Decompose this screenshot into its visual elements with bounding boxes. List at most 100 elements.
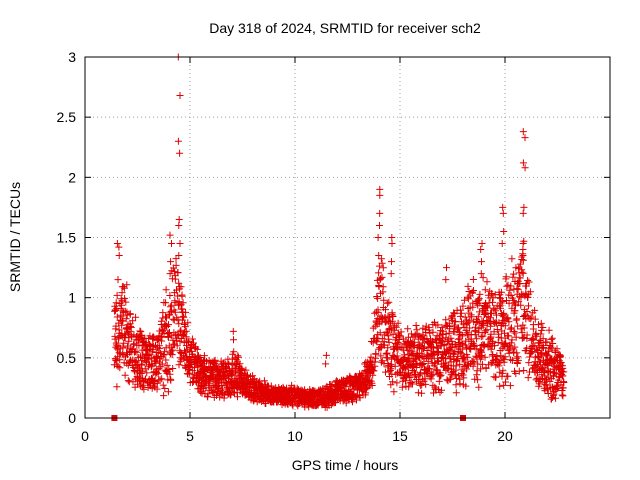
data-point [157,317,165,325]
data-point [493,326,501,333]
data-point [425,326,433,334]
data-point [154,336,162,344]
data-point [466,324,474,332]
data-point [374,294,382,302]
data-point [225,360,233,368]
data-point [479,274,487,282]
y-tick-label: 1 [68,290,76,306]
data-point [440,363,448,371]
data-point [163,361,171,369]
data-point [162,286,170,294]
data-point [497,304,504,312]
data-point [171,297,179,305]
data-point [212,362,220,370]
data-point [407,379,415,386]
data-point [537,319,545,327]
data-point [404,325,412,333]
data-point [475,296,483,304]
data-point [426,329,434,337]
data-point [150,334,158,342]
data-point [371,362,379,370]
data-point [502,378,509,386]
data-point [523,308,531,315]
data-point [167,301,175,309]
data-point [375,252,383,259]
data-point [234,352,242,360]
data-point [455,324,463,332]
data-point [374,234,382,241]
data-point [452,389,460,397]
data-point [500,228,508,235]
data-point [156,376,164,384]
data-point [527,349,535,357]
data-point [411,338,419,346]
data-point [524,374,532,382]
data-point [463,344,470,352]
data-point [519,128,527,136]
data-point [370,367,378,375]
data-point [392,323,400,331]
data-point [479,332,487,340]
data-point [463,365,471,373]
data-point [229,327,237,335]
data-point [380,296,388,304]
data-point [393,379,401,387]
data-point [455,335,463,343]
data-point [242,372,250,380]
data-point [443,264,450,272]
data-point [391,362,399,370]
data-point [540,344,547,352]
data-point [373,293,381,300]
data-point [119,283,127,291]
data-point [430,389,437,397]
data-point [117,313,125,321]
data-point [159,381,167,389]
data-point [512,333,520,341]
data-point [519,321,527,329]
data-point [474,313,482,321]
data-point [416,354,424,361]
data-point [378,357,386,365]
data-point [447,334,455,342]
data-point [177,283,185,291]
data-point [129,317,137,325]
data-point [504,372,512,380]
data-point [376,222,383,229]
chart-title: Day 318 of 2024, SRMTID for receiver sch… [209,20,481,36]
data-point [379,264,387,272]
data-point [500,309,508,317]
data-point [440,341,448,348]
data-point [456,360,464,368]
data-point [548,395,555,403]
data-point [385,298,393,306]
data-point [423,347,431,354]
data-point [486,322,494,330]
data-point [177,326,185,334]
data-point [367,353,375,361]
data-point [521,134,529,142]
data-point [126,310,134,318]
data-point [472,345,480,353]
x-tick-label: 15 [392,428,408,444]
data-point [133,348,141,356]
data-point [543,338,551,346]
data-point [391,326,399,334]
data-point [509,345,517,353]
data-point [521,164,529,172]
data-point [116,364,124,372]
data-point [478,352,486,359]
data-point [322,360,330,368]
data-point [172,261,180,269]
data-point [518,256,526,263]
data-point [543,367,551,375]
data-point [525,359,533,367]
data-point [543,351,551,359]
data-point [429,328,437,336]
data-point [157,349,165,357]
data-point [167,303,175,311]
data-point [475,308,483,316]
data-point [460,296,468,304]
x-tick-label: 20 [497,428,513,444]
data-point [116,356,124,364]
